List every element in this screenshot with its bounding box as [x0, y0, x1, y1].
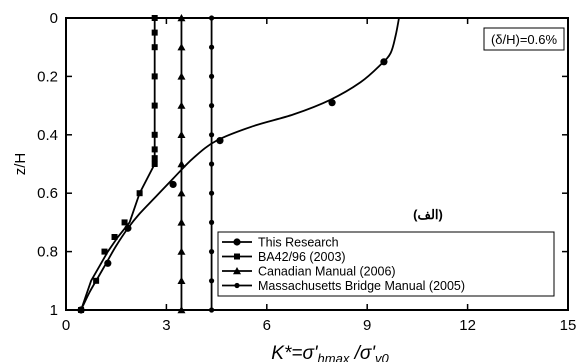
- legend-marker: [233, 267, 241, 275]
- legend-marker: [234, 253, 240, 260]
- data-point: [104, 259, 112, 267]
- data-point: [208, 44, 215, 50]
- data-point: [93, 277, 100, 284]
- data-point: [151, 102, 158, 109]
- y-tick-label: 0.8: [37, 244, 58, 261]
- y-tick-label: 0.6: [37, 185, 58, 202]
- y-axis-label: z/H: [12, 153, 29, 176]
- x-tick-label: 6: [263, 317, 271, 334]
- annotation-frame: [483, 27, 565, 51]
- data-point: [208, 161, 215, 167]
- data-point: [177, 130, 186, 138]
- legend-marker: [234, 282, 240, 289]
- legend-item-massachusetts-bridge-manual-2005: Massachusetts Bridge Manual (2005): [222, 279, 465, 293]
- data-point: [380, 58, 388, 66]
- data-point: [208, 132, 215, 138]
- x-tick-label: 15: [560, 317, 577, 334]
- legend-label: Canadian Manual (2006): [258, 265, 396, 279]
- data-point: [328, 99, 336, 107]
- data-point: [151, 73, 158, 80]
- y-tick-label: 0.4: [37, 127, 58, 144]
- x-tick-label: 0: [62, 317, 70, 334]
- x-axis-label-main: K*=σ': [271, 343, 319, 362]
- data-point: [177, 43, 186, 51]
- legend-item-this-research: This Research: [222, 236, 339, 250]
- x-axis-label-sub2: v0: [375, 351, 390, 362]
- data-point: [177, 276, 186, 284]
- y-tick-label: 0: [50, 10, 58, 27]
- data-point: [208, 190, 215, 196]
- annotation-drift-ratio: (δ/H)=0.6%: [491, 32, 558, 47]
- legend-frame: [217, 231, 555, 297]
- data-point: [177, 218, 186, 226]
- series-ba42-96-2003: [78, 15, 158, 313]
- data-point: [151, 146, 158, 153]
- data-point: [177, 189, 186, 197]
- data-point: [169, 180, 177, 189]
- data-point: [216, 137, 224, 145]
- data-point: [111, 234, 118, 240]
- data-point: [151, 29, 158, 36]
- x-tick-label: 12: [459, 317, 476, 334]
- annotation-persian-label: (الف): [413, 207, 443, 222]
- data-point: [208, 103, 215, 109]
- data-point: [151, 161, 158, 167]
- x-axis-label-sub1: hmax: [318, 351, 350, 362]
- legend-item-ba42-96-2003: BA42/96 (2003): [222, 250, 346, 264]
- data-point: [151, 131, 158, 138]
- y-tick-label: 0.2: [37, 68, 58, 85]
- annotation-box: (δ/H)=0.6%: [483, 27, 565, 51]
- legend-label: Massachusetts Bridge Manual (2005): [258, 279, 465, 293]
- plot-frame: [65, 17, 569, 311]
- data-point: [151, 44, 158, 51]
- legend-marker: [233, 238, 241, 246]
- ticks-layer: 0 3 6 9 12 15 0 0.2 0.4 0.6 0.8 1: [37, 10, 576, 334]
- data-point: [208, 219, 215, 225]
- data-point: [121, 219, 128, 226]
- data-point: [177, 247, 186, 255]
- data-point: [177, 101, 186, 109]
- data-point: [136, 190, 143, 197]
- data-point: [208, 278, 215, 284]
- x-axis-label-mid: /σ': [349, 343, 376, 362]
- y-tick-label: 1: [50, 302, 58, 319]
- data-point: [208, 249, 215, 255]
- data-point: [151, 155, 158, 162]
- data-point: [177, 160, 186, 168]
- x-axis-label: K*=σ'hmax /σ'v0: [271, 343, 389, 362]
- x-tick-label: 3: [162, 317, 170, 334]
- data-point: [177, 72, 186, 80]
- data-point: [101, 248, 108, 255]
- series-line-ba42-96-2003: [80, 18, 156, 311]
- x-tick-label: 9: [363, 317, 371, 334]
- series-massachusetts-bridge-manual-2005: [208, 15, 215, 313]
- legend-label: BA42/96 (2003): [258, 250, 346, 264]
- data-point: [208, 73, 215, 79]
- legend-label: This Research: [258, 236, 339, 250]
- legend-item-canadian-manual-2006: Canadian Manual (2006): [222, 265, 396, 279]
- series-canadian-manual-2006: [177, 14, 186, 314]
